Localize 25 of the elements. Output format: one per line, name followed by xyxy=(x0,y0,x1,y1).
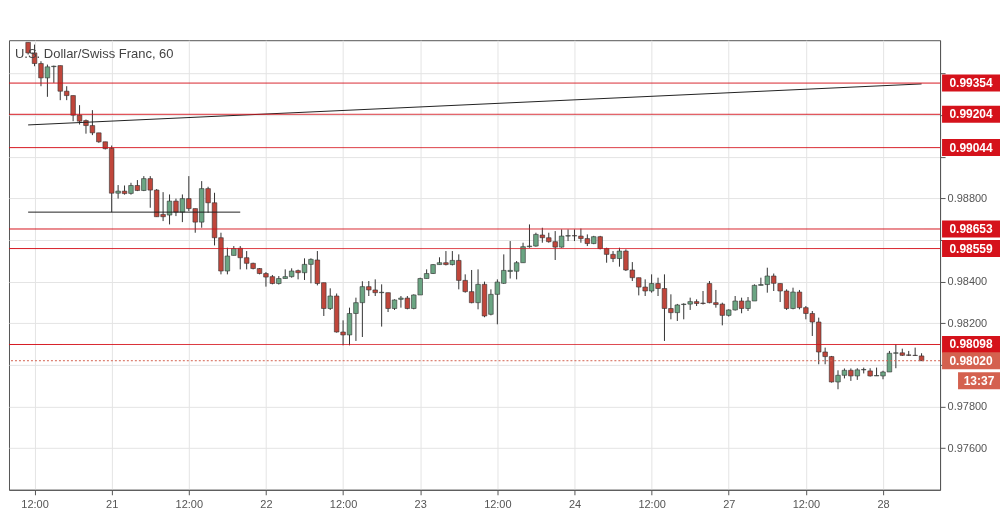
ref-line-label: 0.98559 xyxy=(949,241,994,256)
x-tick-label: 12:00 xyxy=(484,498,512,511)
y-tick-label: 0.97600 xyxy=(947,441,988,454)
x-tick-label: 27 xyxy=(723,498,736,511)
ref-line-label: 0.98098 xyxy=(949,337,994,352)
y-tick-label: 0.97800 xyxy=(947,400,988,413)
ref-line-label: 0.98020 xyxy=(949,353,994,368)
ref-line-label: 0.99354 xyxy=(949,76,994,91)
x-tick-label: 23 xyxy=(414,498,427,511)
x-tick-label: 21 xyxy=(106,498,119,511)
ref-line-label: 0.98653 xyxy=(949,221,994,236)
ref-line-label: 0.99044 xyxy=(949,140,994,155)
x-tick-label: 22 xyxy=(260,498,273,511)
x-tick-label: 12:00 xyxy=(638,498,666,511)
x-tick-label: 12:00 xyxy=(175,498,204,511)
x-tick-label: 24 xyxy=(568,498,582,511)
y-tick-label: 0.98400 xyxy=(947,275,988,288)
x-tick-label: 28 xyxy=(877,498,890,511)
text: 13:37 xyxy=(963,373,995,388)
x-tick-label: 12:00 xyxy=(329,498,358,511)
x-tick-label: 12:00 xyxy=(21,498,49,511)
y-tick-label: 0.98200 xyxy=(947,316,988,329)
x-tick-label: 12:00 xyxy=(792,498,821,511)
ref-line-label: 0.99204 xyxy=(949,107,994,122)
y-tick-label: 0.98800 xyxy=(947,191,988,204)
